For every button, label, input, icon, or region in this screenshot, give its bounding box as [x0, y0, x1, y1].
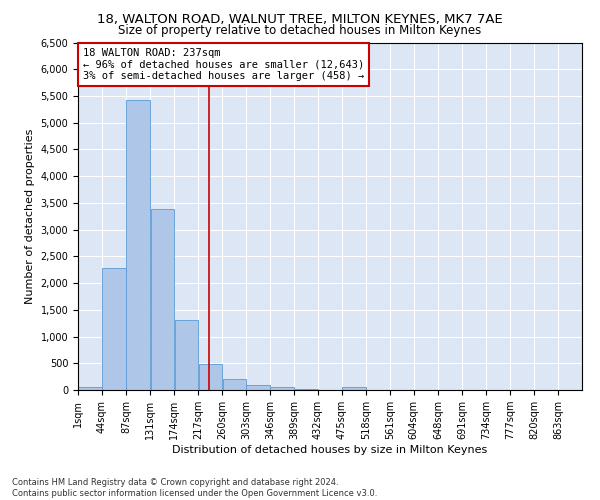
- X-axis label: Distribution of detached houses by size in Milton Keynes: Distribution of detached houses by size …: [172, 445, 488, 455]
- Text: Contains HM Land Registry data © Crown copyright and database right 2024.
Contai: Contains HM Land Registry data © Crown c…: [12, 478, 377, 498]
- Bar: [78, 387, 101, 390]
- Bar: [175, 320, 198, 390]
- Bar: [151, 210, 174, 390]
- Y-axis label: Number of detached properties: Number of detached properties: [25, 128, 35, 304]
- Bar: [342, 387, 365, 390]
- Bar: [271, 388, 294, 390]
- Text: 18, WALTON ROAD, WALNUT TREE, MILTON KEYNES, MK7 7AE: 18, WALTON ROAD, WALNUT TREE, MILTON KEY…: [97, 12, 503, 26]
- Bar: [247, 385, 270, 390]
- Bar: [102, 268, 125, 390]
- Text: 18 WALTON ROAD: 237sqm
← 96% of detached houses are smaller (12,643)
3% of semi-: 18 WALTON ROAD: 237sqm ← 96% of detached…: [83, 48, 364, 81]
- Text: Size of property relative to detached houses in Milton Keynes: Size of property relative to detached ho…: [118, 24, 482, 37]
- Bar: [199, 364, 222, 390]
- Bar: [223, 378, 246, 390]
- Bar: [126, 100, 150, 390]
